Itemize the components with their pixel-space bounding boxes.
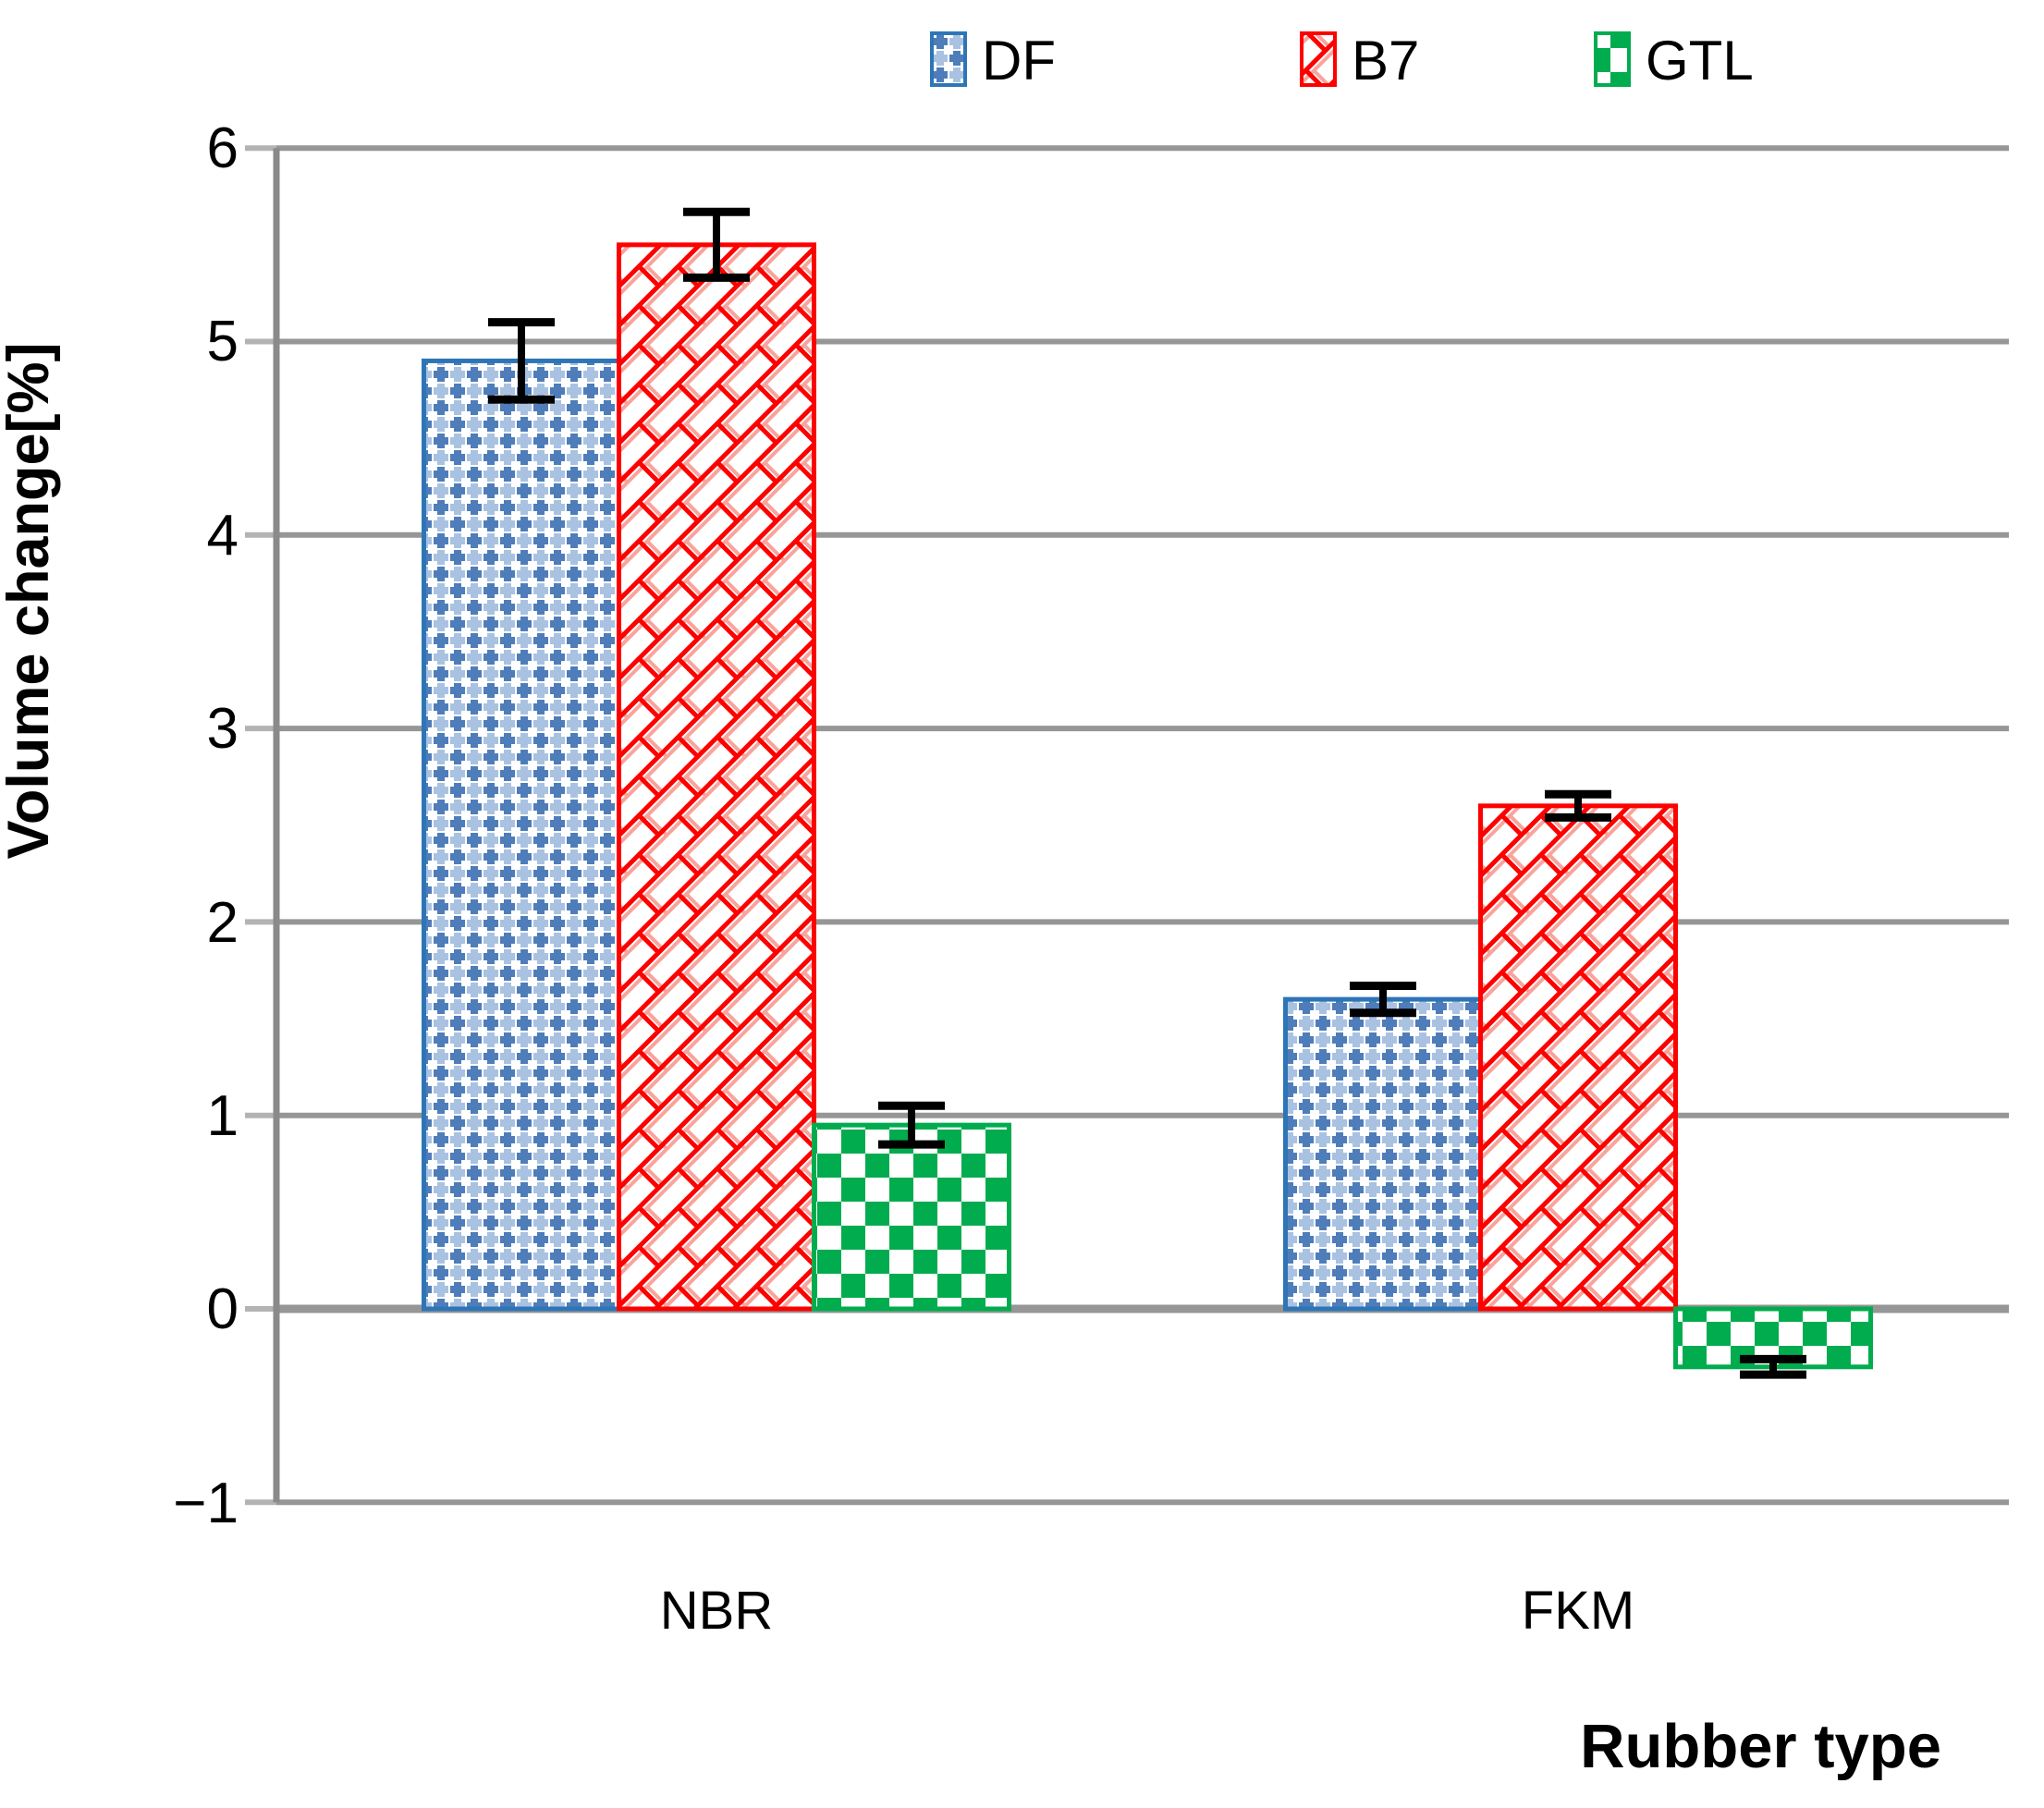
bar-FKM-B7: [1478, 803, 1678, 1312]
y-tick-5: 5: [207, 310, 239, 373]
y-axis-title: Volume change[%]: [0, 343, 61, 860]
y-tick-neg1: −1: [173, 1472, 239, 1535]
y-tick-4: 4: [207, 504, 239, 568]
error-bar-FKM-GTL: [1740, 1354, 1806, 1379]
error-bar-FKM-DF: [1350, 981, 1416, 1018]
legend-item-gtl: GTL: [1594, 30, 1754, 92]
bar-NBR-B7: [617, 242, 816, 1312]
y-tick-0: 0: [207, 1277, 239, 1341]
y-tick-2: 2: [207, 891, 239, 955]
y-tick-6: 6: [207, 116, 239, 180]
bar-NBR-DF: [422, 358, 621, 1312]
x-axis-title: Rubber type: [1580, 1712, 1941, 1781]
x-category-labels: NBR FKM: [660, 1581, 1634, 1641]
category-label-fkm: FKM: [1522, 1581, 1634, 1641]
legend-swatch-gtl-icon: [1594, 31, 1631, 87]
error-bar-NBR-DF: [488, 318, 555, 404]
legend-label-df: DF: [982, 30, 1056, 92]
error-bar-FKM-B7: [1545, 789, 1611, 822]
y-tick-3: 3: [207, 697, 239, 761]
legend-label-gtl: GTL: [1646, 30, 1754, 92]
error-bar-NBR-B7: [683, 207, 750, 282]
bar-NBR-GTL: [812, 1122, 1011, 1312]
legend-label-b7: B7: [1352, 30, 1419, 92]
legend-swatch-b7-icon: [1300, 31, 1337, 87]
y-tick-labels: 6 5 4 3 2 1 0 −1: [173, 116, 239, 1535]
legend: DF B7 GTL: [930, 30, 1754, 92]
bar-FKM-DF: [1283, 996, 1483, 1312]
legend-item-b7: B7: [1300, 30, 1419, 92]
legend-item-df: DF: [930, 30, 1056, 92]
bars: [422, 242, 1873, 1370]
category-label-nbr: NBR: [660, 1581, 773, 1641]
error-bar-NBR-GTL: [878, 1101, 945, 1149]
legend-swatch-df-icon: [930, 31, 967, 87]
y-tick-1: 1: [207, 1084, 239, 1148]
error-bars: [488, 207, 1806, 1379]
